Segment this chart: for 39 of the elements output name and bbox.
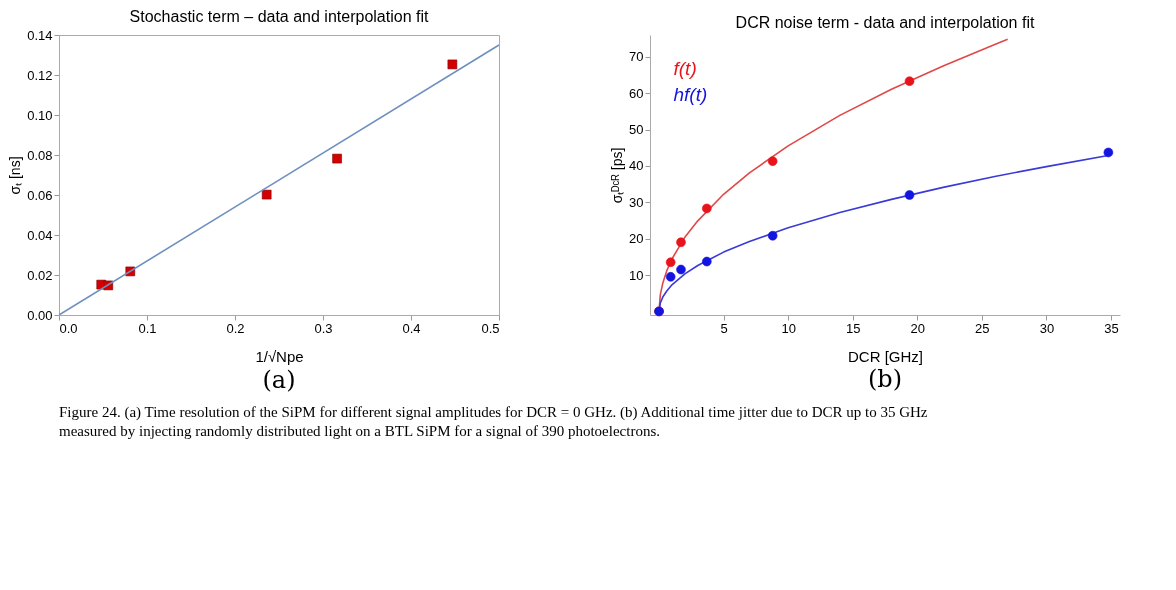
x-tick-label: 0.0 (59, 320, 78, 336)
x-tick-label: 35 (1104, 320, 1119, 336)
x-tick-label: 0.3 (314, 320, 333, 336)
y-tick-label: 50 (629, 122, 644, 138)
text: (b) (867, 365, 903, 393)
y-tick-label: 0.02 (27, 267, 53, 283)
y-tick-label: 60 (629, 85, 644, 101)
x-tick-label: 0.5 (481, 320, 500, 336)
chart-title: DCR noise term - data and interpolation fit (735, 14, 1035, 31)
x-axis-title: DCR [GHz] (848, 347, 923, 365)
x-tick-label: 15 (845, 320, 861, 336)
text: hf(t) (673, 83, 708, 105)
x-tick-label: 30 (1039, 320, 1055, 336)
y-tick-label: 0.04 (27, 227, 53, 243)
y-tick-label: 0.00 (27, 307, 53, 323)
x-tick-label: 10 (781, 320, 796, 336)
x-tick-label: 0.4 (402, 320, 421, 336)
x-tick-label: 25 (975, 320, 990, 336)
y-tick-label: 70 (629, 49, 644, 65)
caption: Figure 24. (a) Time resolution of the SiPM for different signal amplitudes for DCR = 0 GHz. (b) Additional time jitter due to DCR up to 35 GHz measured by injecting randomly distributed light on a BTL SiPM for a signal of 390 photoelectrons. (59, 404, 928, 439)
y-tick-label: 40 (629, 158, 644, 174)
y-tick-label: 0.08 (27, 147, 53, 163)
text: f(t) (673, 57, 697, 79)
x-tick-label: 0.2 (226, 320, 245, 336)
y-tick-label: 20 (629, 231, 644, 247)
x-tick-label: 5 (720, 320, 728, 336)
y-tick-label: 0.10 (27, 107, 53, 123)
chart-title: Stochastic term – data and interpolation fit (129, 8, 429, 25)
x-tick-label: 0.1 (138, 320, 157, 336)
y-tick-label: 10 (629, 267, 644, 283)
y-tick-label: 0.12 (27, 67, 53, 83)
text: (a) (262, 366, 296, 394)
y-tick-label: 0.06 (27, 187, 53, 203)
y-axis-title: σₜ [ns] (7, 156, 24, 195)
y-tick-label: 30 (629, 194, 644, 210)
y-tick-label: 0.14 (27, 27, 53, 43)
x-tick-label: 20 (910, 320, 926, 336)
x-axis-title: 1/√Npe (255, 347, 304, 365)
y-axis-title: σₜᴰᶜᴿ [ps] (609, 147, 626, 204)
